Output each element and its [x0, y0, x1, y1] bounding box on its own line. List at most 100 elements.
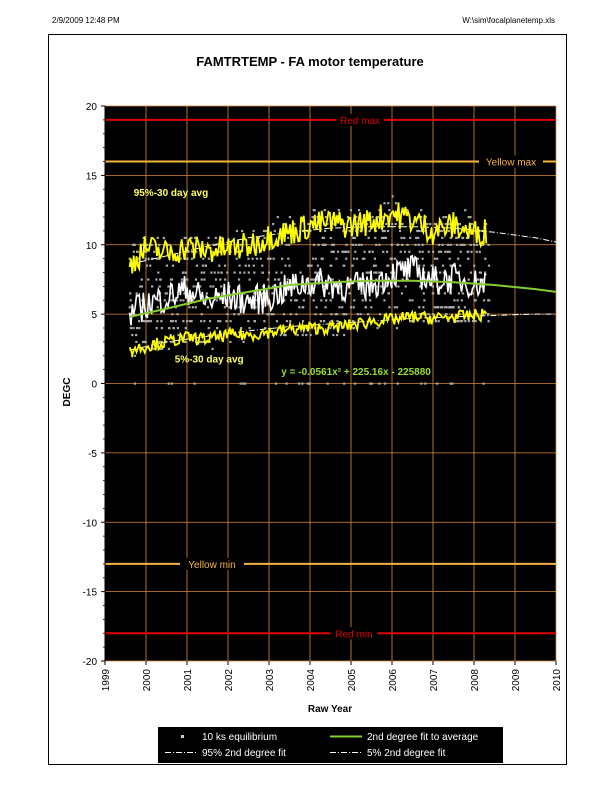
- scatter-point-526: [345, 313, 348, 316]
- scatter-point-507: [383, 299, 386, 302]
- scatter-point-412: [422, 306, 425, 309]
- scatter-point-607: [325, 299, 328, 302]
- scatter-point-434: [415, 236, 418, 240]
- scatter-point-689: [295, 313, 298, 316]
- scatter-point-406: [135, 340, 138, 344]
- scatter-point-620: [238, 264, 241, 267]
- scatter-point-591: [271, 292, 274, 295]
- scatter-point-190: [383, 202, 386, 205]
- scatter-point-744: [152, 347, 155, 351]
- scatter-point-645: [380, 285, 383, 288]
- scatter-point-724: [320, 299, 323, 302]
- scatter-point-366: [150, 243, 153, 246]
- scatter-point-75: [281, 257, 284, 260]
- series-95-30-day-avg: [128, 202, 488, 274]
- scatter-point-28: [156, 306, 159, 309]
- scatter-point-651: [461, 292, 464, 295]
- scatter-point-723: [129, 327, 133, 330]
- scatter-point-198: [410, 222, 413, 226]
- scatter-point-799: [457, 292, 460, 295]
- scatter-point-39: [305, 333, 308, 337]
- scatter-point-773: [434, 222, 437, 226]
- scatter-point-50: [218, 264, 221, 267]
- scatter-point-337: [381, 229, 384, 233]
- scatter-point-709: [338, 306, 341, 309]
- scatter-point-568: [435, 306, 438, 309]
- scatter-point-662: [349, 229, 352, 233]
- scatter-point-736: [194, 278, 198, 281]
- scatter-point-728: [344, 250, 347, 253]
- scatter-point-188: [393, 257, 396, 260]
- scatter-point-234: [296, 333, 299, 337]
- scatter-point-57: [200, 271, 203, 274]
- scatter-point-289: [437, 250, 441, 253]
- scatter-point-615: [323, 209, 326, 212]
- scatter-point-462: [442, 216, 445, 219]
- scatter-point-571: [434, 320, 438, 323]
- scatter-point-516: [427, 250, 430, 253]
- scatter-point-586: [171, 264, 175, 267]
- scatter-point-518: [128, 306, 131, 309]
- x-tick-label-0: 1999: [101, 669, 112, 692]
- scatter-point-521: [142, 306, 145, 309]
- scatter-point-304: [371, 250, 374, 253]
- scatter-point-296: [469, 243, 472, 246]
- scatter-point-287: [319, 320, 322, 323]
- scatter-point-872: [279, 333, 282, 337]
- scatter-point-226: [487, 264, 491, 267]
- scatter-point-606: [228, 306, 231, 309]
- scatter-point-393: [446, 250, 449, 253]
- scatter-point-275: [459, 250, 462, 253]
- scatter-point-81: [361, 257, 365, 260]
- scatter-point-65: [213, 271, 216, 274]
- scatter-point-687: [160, 347, 164, 351]
- scatter-point-329: [466, 250, 469, 253]
- scatter-point-324: [471, 320, 475, 323]
- series-lines: [128, 202, 557, 359]
- scatter-point-574: [387, 202, 390, 205]
- scatter-point-554: [481, 243, 485, 246]
- scatter-point-169: [171, 313, 174, 316]
- scatter-point-69: [345, 243, 348, 246]
- scatter-point-617: [352, 257, 356, 260]
- scatter-point-597: [347, 250, 350, 253]
- scatter-point-699: [284, 264, 287, 267]
- scatter-point-487: [203, 278, 206, 281]
- scatter-point-233: [432, 292, 435, 295]
- scatter-point-439: [417, 236, 420, 240]
- scatter-point-369: [313, 209, 316, 212]
- legend-label-3: 5% 2nd degree fit: [367, 748, 446, 759]
- scatter-point-669: [406, 278, 409, 281]
- scatter-point-367: [324, 216, 328, 219]
- scatter-point-893: [143, 340, 146, 344]
- limit-lines: Red max Yellow max Yellow min Red min: [105, 113, 556, 640]
- scatter-point-119: [275, 243, 278, 246]
- scatter-point-752: [146, 243, 149, 246]
- scatter-point-761: [351, 264, 354, 267]
- scatter-point-87: [417, 243, 420, 246]
- scatter-point-517: [207, 236, 210, 240]
- scatter-point-129: [330, 320, 333, 323]
- scatter-point-477: [170, 340, 173, 344]
- scatter-point-698: [420, 216, 423, 219]
- scatter-point-78: [183, 236, 186, 240]
- scatter-point-566: [167, 285, 170, 288]
- scatter-point-241: [275, 271, 278, 274]
- scatter-point-83: [242, 382, 245, 385]
- scatter-point-451: [200, 313, 203, 316]
- scatter-point-677: [336, 320, 339, 323]
- scatter-point-766: [253, 320, 256, 323]
- scatter-point-678: [422, 313, 425, 316]
- scatter-point-144: [273, 229, 276, 233]
- scatter-point-524: [160, 327, 163, 330]
- scatter-point-862: [403, 236, 406, 240]
- scatter-point-596: [424, 382, 427, 385]
- y-tick-label-8: 20: [86, 102, 98, 113]
- scatter-point-876: [210, 271, 213, 274]
- scatter-point-54: [390, 271, 393, 274]
- scatter-point-579: [422, 320, 425, 323]
- scatter-point-488: [416, 229, 419, 233]
- scatter-point-51: [272, 313, 275, 316]
- scatter-point-284: [133, 382, 137, 385]
- scatter-point-380: [224, 278, 227, 281]
